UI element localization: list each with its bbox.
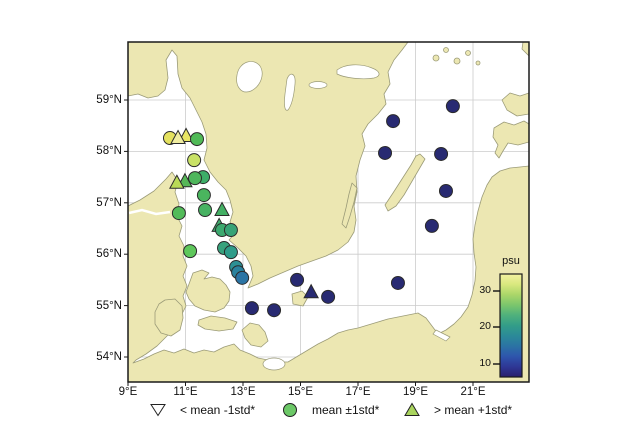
y-axis-label: 57°N [96,196,122,209]
station-circle [378,145,393,160]
lake-vanern [236,61,263,93]
colorbar [493,273,523,378]
station-circle [290,272,305,287]
island-funen [154,298,184,337]
station-circle [190,132,204,147]
y-axis-label: 54°N [96,351,122,363]
island-aland-3 [453,57,461,65]
legend-triangle-up-icon [404,402,420,416]
legend-triangle-down-open-icon [150,404,166,417]
colorbar-title: psu [502,255,520,267]
y-axis-label: 59°N [96,94,122,106]
station-circle [434,146,449,161]
axis-ticks [124,99,474,386]
land-scandinavia [128,42,409,289]
lake-malaren [336,64,380,80]
x-axis-label: 17°E [345,386,371,398]
station-circle [386,114,401,129]
station-circle [424,218,439,233]
y-axis-label: 56°N [96,248,122,261]
legend-label-above-mean: > mean +1std* [434,403,513,417]
lake-hjalmaren [308,81,328,89]
land-masses [128,42,529,382]
island-lolland-falster [197,315,238,332]
island-ruegen [241,322,269,348]
map-frame [127,41,530,383]
lakes [128,61,451,371]
station-circle [196,188,211,203]
station-triangle [170,129,186,145]
colorbar-tick-30: 30 [479,284,491,296]
station-circle [267,303,282,318]
station-circle [438,183,453,198]
lagoon-vistula [432,329,451,342]
station-circle [235,270,250,285]
island-aland-4 [465,50,471,56]
station-circle [183,244,198,259]
x-axis-label: 21°E [460,386,486,398]
station-circle [187,171,202,186]
station-circle [244,301,259,316]
x-axis-label: 15°E [287,386,314,398]
x-axis-label: 9°E [118,386,138,398]
island-hiiumaa [501,92,529,117]
island-oland [341,182,358,229]
colorbar-tick-10: 10 [479,357,491,369]
station-circle [445,99,460,114]
land-corner-ne [521,42,529,57]
station-circle [223,223,238,238]
island-aland-5 [475,60,481,66]
station-circle [390,275,405,290]
legend-label-mean: mean ±1std* [312,403,380,417]
legend-label-below-mean: < mean -1std* [180,403,256,417]
legend-circle-icon [283,403,297,417]
lake-vattern [284,73,296,111]
lagoon-szczecin [262,357,286,371]
station-triangle [169,174,185,189]
island-aland-1 [432,54,440,62]
station-circle [223,245,238,260]
island-zealand [185,269,231,313]
station-circle [171,206,186,221]
island-bornholm [291,290,309,307]
x-axis-label: 13°E [230,386,256,398]
station-circle [187,153,202,168]
station-circle [198,202,213,217]
y-axis-label: 55°N [96,299,122,312]
island-aland-2 [443,47,449,53]
station-markers [162,99,460,318]
colorbar-tick-20: 20 [479,320,491,332]
island-gotland [384,153,426,212]
station-triangle [214,201,230,216]
colorbar-ticks [493,290,500,365]
limfjord-channel [128,208,171,216]
x-axis-label: 19°E [402,386,429,398]
island-saaremaa [492,120,529,159]
station-circle [321,289,336,304]
y-axis-label: 58°N [96,145,122,158]
colorbar-gradient [499,273,523,378]
station-triangle [303,283,319,299]
x-axis-label: 11°E [173,386,198,398]
